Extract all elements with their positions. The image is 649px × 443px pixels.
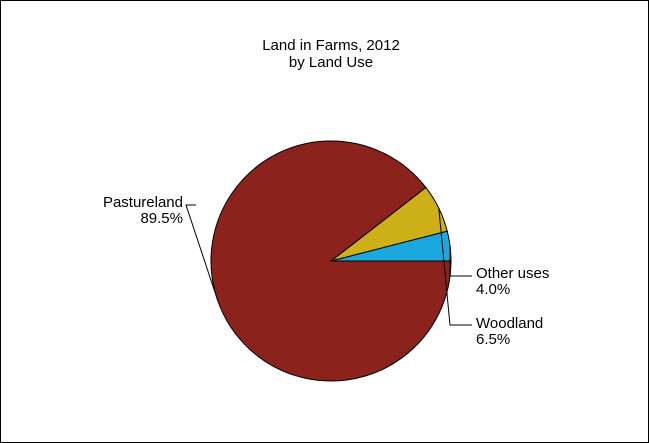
slice-value-label: 4.0% <box>476 281 510 298</box>
slice-value-label: 6.5% <box>476 331 510 348</box>
chart-title: Land in Farms, 2012 <box>262 37 400 54</box>
slice-value-label: 89.5% <box>140 210 183 227</box>
chart-subtitle: by Land Use <box>289 54 373 71</box>
pie-slice-pastureland <box>210 140 452 382</box>
slice-label: Other uses <box>476 265 549 282</box>
pie-slices <box>210 140 452 382</box>
leader-line <box>438 208 472 326</box>
slice-label: Woodland <box>476 315 543 332</box>
leader-line <box>449 245 472 277</box>
leader-line <box>185 204 218 301</box>
slice-label: Pastureland <box>103 194 183 211</box>
